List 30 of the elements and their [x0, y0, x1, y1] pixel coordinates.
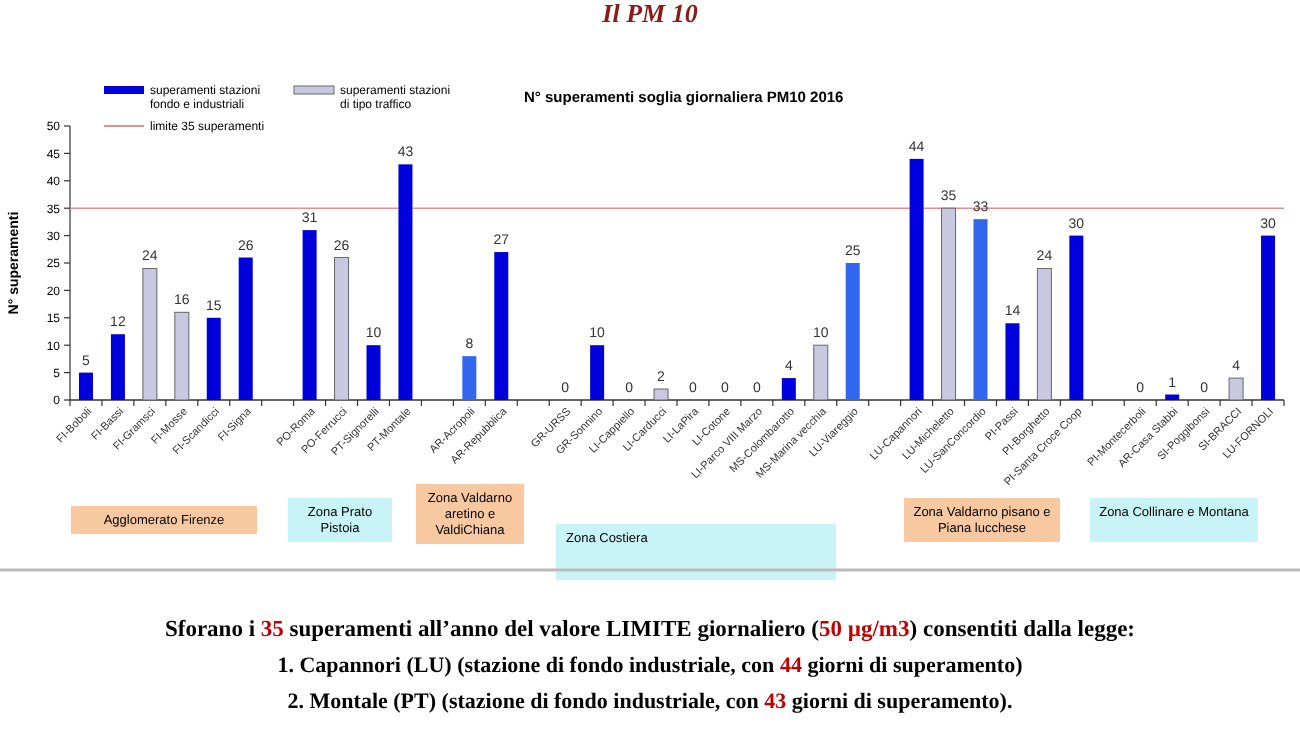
bar	[845, 263, 860, 400]
bar	[110, 334, 125, 400]
text: 2. Montale (PT) (stazione di fondo industriale, con 43 giorni di superamento).	[287, 690, 1013, 714]
bar	[142, 267, 158, 401]
text: 1. Capannori (LU) (stazione di fondo industriale, con 44 giorni di superamento)	[277, 654, 1024, 678]
bar	[781, 378, 796, 400]
bar	[78, 372, 93, 400]
bar	[174, 311, 190, 401]
bar	[1261, 235, 1276, 400]
bar	[909, 158, 924, 400]
bar	[1069, 235, 1084, 400]
bar	[653, 388, 669, 401]
bar	[590, 345, 605, 400]
bar	[1036, 267, 1052, 401]
bar	[366, 345, 381, 400]
chart-title: Il PM 10	[600, 0, 699, 28]
bar	[1005, 323, 1020, 400]
bar	[973, 219, 988, 400]
bar	[398, 164, 413, 400]
bar	[206, 317, 221, 400]
bar	[941, 207, 957, 401]
bar	[813, 344, 829, 401]
bar	[462, 356, 477, 400]
bar	[334, 257, 350, 401]
bar	[302, 230, 317, 400]
bar	[1228, 377, 1244, 401]
bar	[494, 252, 509, 400]
bar	[1165, 394, 1180, 400]
bar	[238, 257, 253, 400]
text: Sforano i 35 superamenti all’anno del valore LIMITE giornaliero (50 µg/m3) consentiti dalla legge:	[164, 618, 1136, 642]
